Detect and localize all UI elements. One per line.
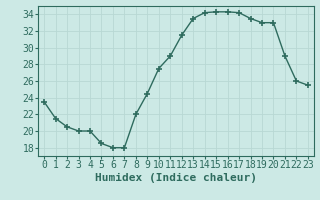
X-axis label: Humidex (Indice chaleur): Humidex (Indice chaleur) [95, 173, 257, 183]
